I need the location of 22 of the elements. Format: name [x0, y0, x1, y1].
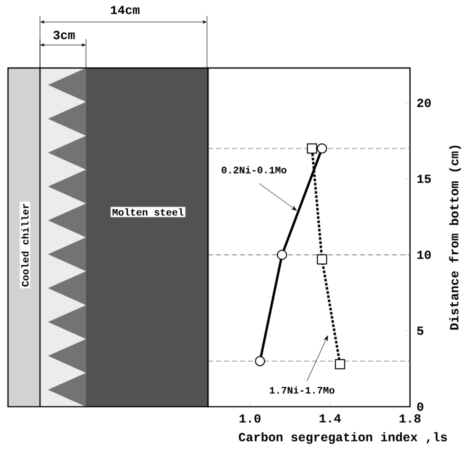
y-tick-label: 15	[417, 174, 431, 184]
point	[276, 250, 288, 260]
series-label: 1.7Ni-1.7Mo	[270, 386, 334, 394]
y-tick-label: 20	[417, 98, 431, 108]
text: Molten steel	[112, 208, 184, 216]
y-axis-title: Distance from bottom (cm)	[449, 146, 461, 330]
x-tick-label: 1.8	[400, 414, 421, 423]
point	[254, 356, 266, 366]
x-tick-label: 1.0	[240, 414, 260, 423]
x-axis-title: Carbon segregation index ,ls	[238, 432, 447, 444]
text: 14cm	[110, 6, 140, 14]
point	[306, 143, 318, 154]
y-tick-label: 5	[417, 326, 424, 335]
point	[334, 359, 346, 370]
y-tick-label: 0	[417, 402, 424, 411]
text: 3cm	[53, 30, 75, 40]
x-tick-label: 1.4	[320, 414, 341, 422]
text: 0.2Ni-0.1Mo	[222, 166, 286, 174]
point	[316, 143, 328, 154]
text: Cooled chiller	[21, 204, 29, 286]
y-tick-label: 10	[417, 250, 431, 260]
point	[316, 254, 328, 264]
